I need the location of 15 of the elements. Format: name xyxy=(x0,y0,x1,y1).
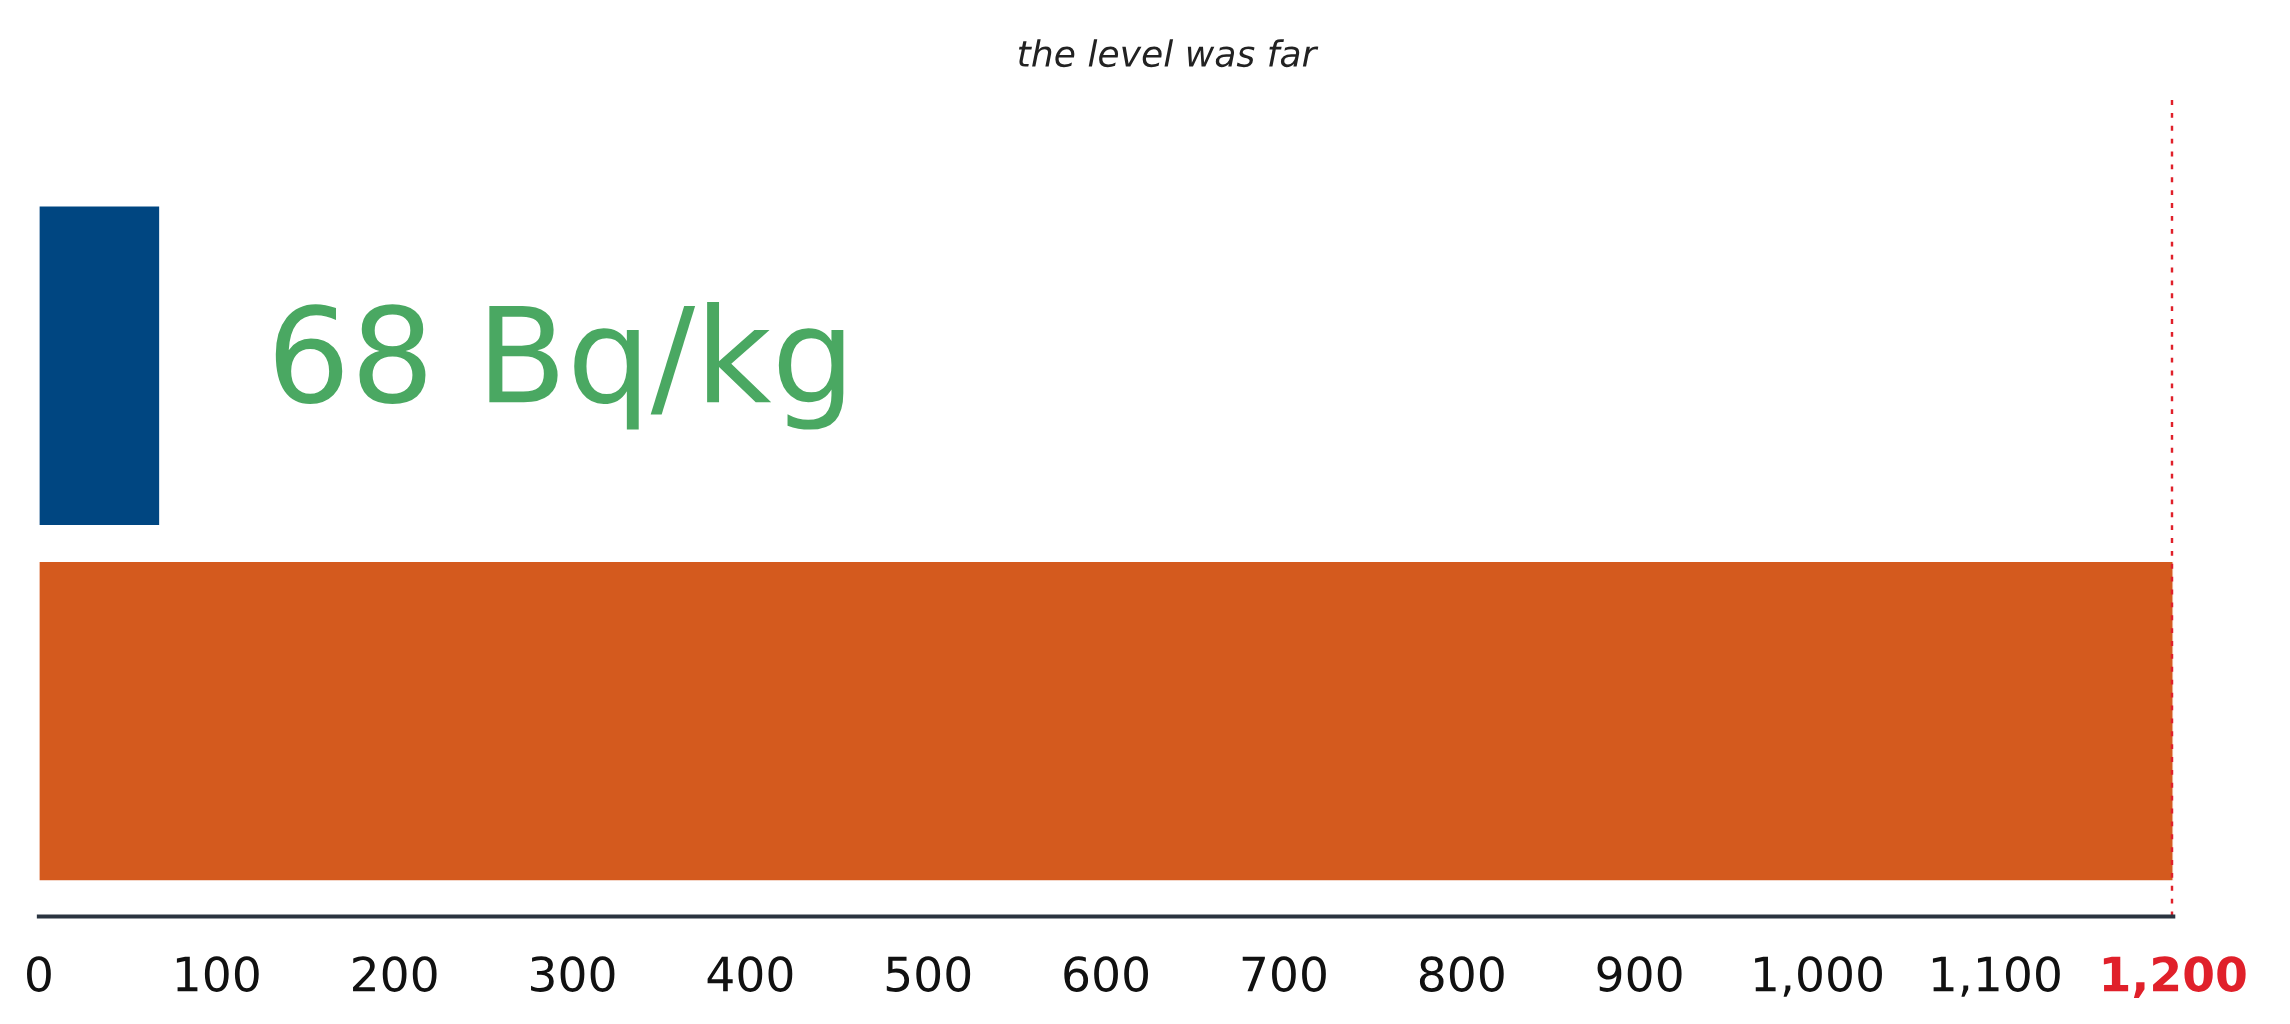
x-tick-label: 800 xyxy=(1419,956,1504,992)
x-tick-label: 500 xyxy=(886,956,971,992)
x-tick-label: 100 xyxy=(176,956,259,992)
data-label: 68 Bq/kg xyxy=(275,301,844,430)
x-tick-label: 1,200 xyxy=(2103,956,2246,998)
x-tick-label: 1,000 xyxy=(1755,956,1882,997)
x-tick-label: 200 xyxy=(353,956,437,992)
x-tick-label: 700 xyxy=(1242,956,1326,992)
x-tick-label: 0 xyxy=(27,956,51,992)
x-tick-label: 600 xyxy=(1064,956,1148,992)
x-tick-label: 300 xyxy=(531,956,615,992)
x-tick-label: 900 xyxy=(1597,956,1682,992)
x-tick-label: 400 xyxy=(707,956,793,992)
x-tick-label: 1,100 xyxy=(1932,956,2060,997)
text: the level was far xyxy=(1018,39,1319,68)
